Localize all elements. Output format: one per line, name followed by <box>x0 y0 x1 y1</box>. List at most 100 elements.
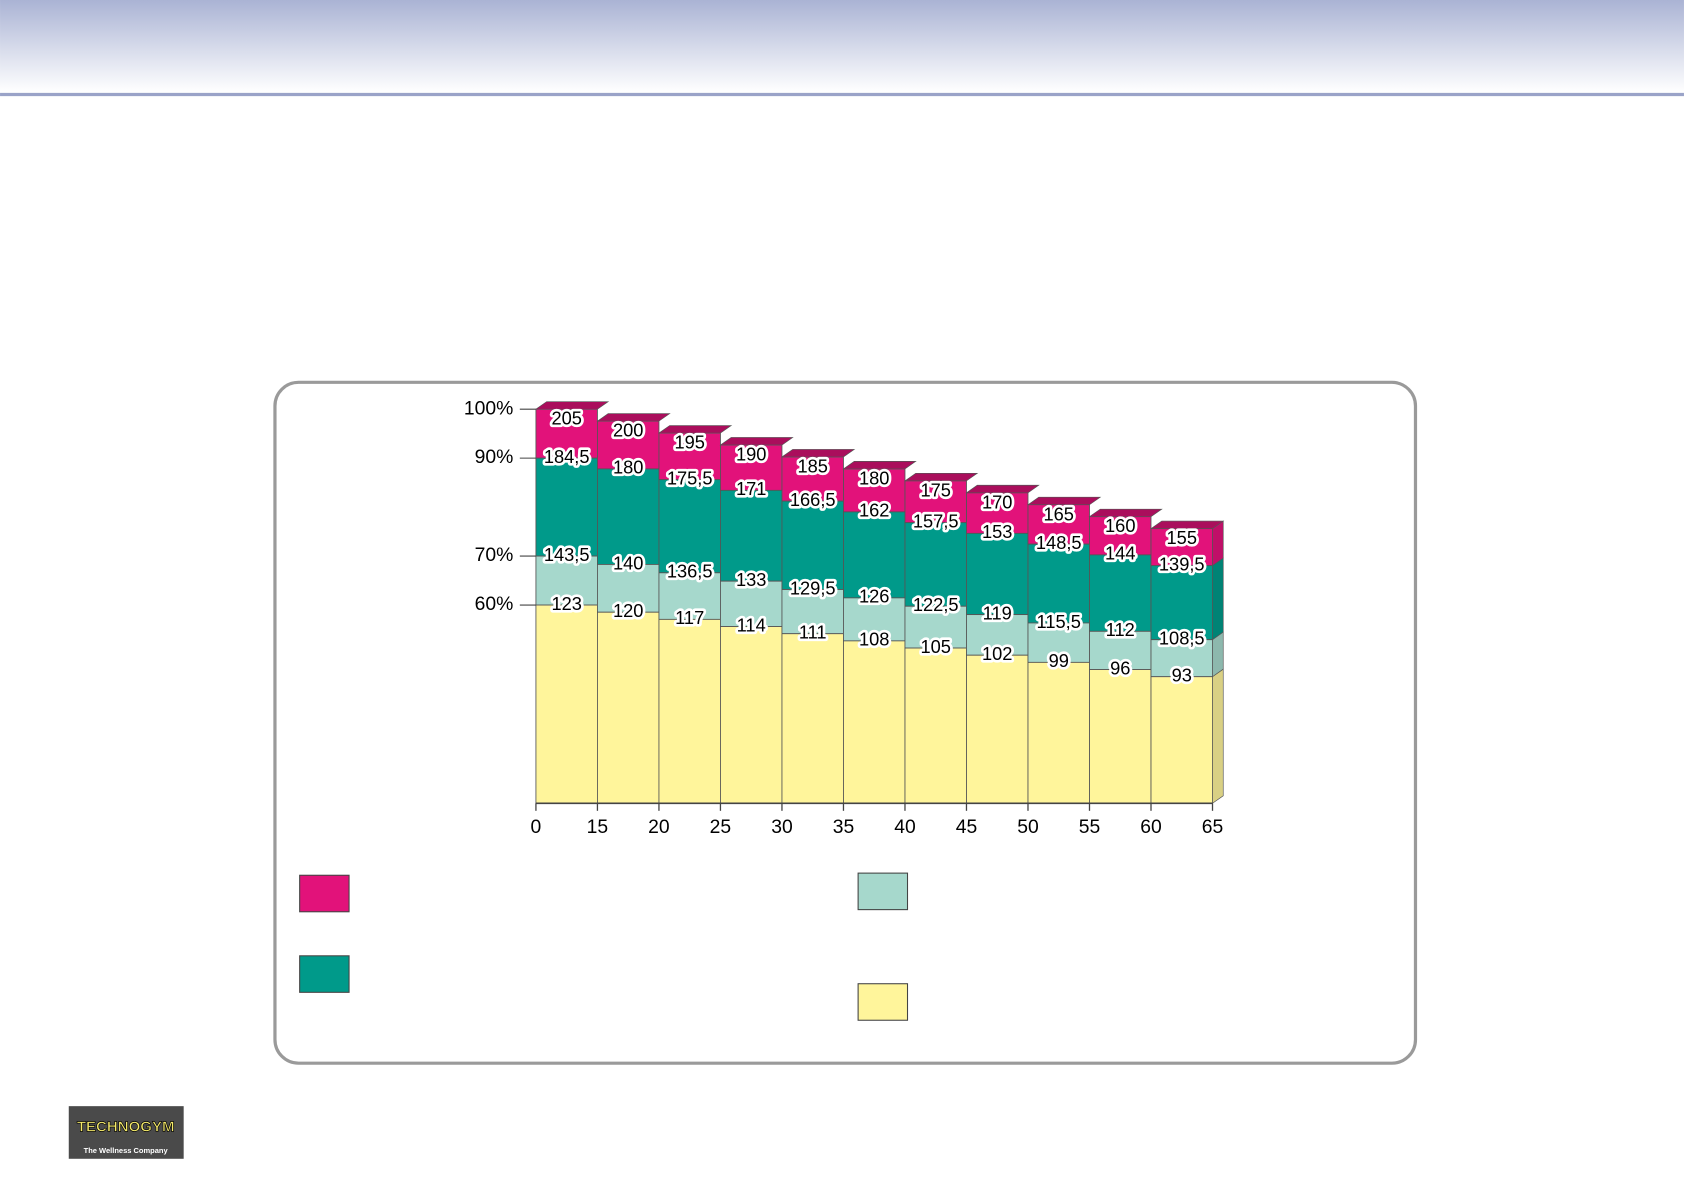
value-label: 180 <box>613 457 643 478</box>
value-label: 184,5 <box>544 446 590 467</box>
bar-top-face <box>1088 508 1163 517</box>
zone-bar <box>966 654 1029 804</box>
value-label: 96 <box>1110 657 1130 678</box>
bar-top-face <box>842 461 917 470</box>
y-tick-label: 90% <box>475 447 514 468</box>
x-tick-label: 30 <box>771 817 793 838</box>
zone-bar <box>597 611 660 804</box>
value-label: 143,5 <box>544 544 590 565</box>
legend-swatch <box>299 874 350 913</box>
value-label: 108 <box>859 629 889 650</box>
value-label: 144 <box>1105 543 1135 564</box>
zone-bar <box>843 597 906 642</box>
zone-bar <box>1089 516 1152 556</box>
value-label: 102 <box>982 643 1012 664</box>
value-label: 126 <box>859 586 889 607</box>
value-label: 157,5 <box>913 510 959 531</box>
legend-swatch <box>857 872 909 911</box>
logo-tagline: The Wellness Company <box>84 1146 169 1155</box>
zone-bar <box>1027 661 1090 804</box>
bar-top-face <box>965 484 1040 494</box>
value-label: 140 <box>613 552 643 573</box>
zone-bar <box>1027 622 1090 663</box>
x-tick-label: 25 <box>710 817 731 838</box>
value-label: 205 <box>551 408 581 429</box>
zone-bar <box>1150 565 1213 641</box>
zone-bar <box>1027 543 1090 624</box>
logo-box <box>68 1106 184 1159</box>
zone-bar <box>1089 554 1152 632</box>
bar-top-face <box>657 425 733 434</box>
value-label: 185 <box>797 456 827 477</box>
bar-top-face <box>903 472 979 482</box>
zone-bar <box>781 500 844 590</box>
zone-bar <box>1150 676 1213 804</box>
x-tick-label: 65 <box>1202 817 1224 838</box>
zone-bar <box>966 492 1029 534</box>
logo-name: TECHNOGYM <box>77 1119 175 1136</box>
value-label: 139,5 <box>1159 553 1205 574</box>
zone-bar <box>658 618 721 804</box>
zone-bar <box>720 489 783 582</box>
zone-bar <box>535 604 598 804</box>
value-label: 175,5 <box>667 467 713 488</box>
value-label: 155 <box>1167 527 1197 548</box>
bar-top-face <box>596 413 671 422</box>
zone-bar <box>658 479 721 574</box>
zone-bar <box>597 468 660 565</box>
value-label: 93 <box>1172 665 1192 686</box>
value-label: 108,5 <box>1159 628 1205 649</box>
x-tick-label: 15 <box>587 817 609 838</box>
x-tick-label: 0 <box>531 817 542 838</box>
x-tick-label: 35 <box>833 817 854 838</box>
bar-top-face <box>1026 496 1102 506</box>
value-label: 190 <box>736 444 766 465</box>
value-label: 123 <box>551 593 581 614</box>
zone-bar <box>843 468 906 513</box>
value-label: 117 <box>675 607 704 628</box>
value-label: 119 <box>983 602 1012 623</box>
value-label: 111 <box>799 622 827 643</box>
value-label: 105 <box>920 636 950 657</box>
bar-top-face <box>534 401 610 410</box>
value-label: 195 <box>674 432 704 453</box>
zone-bar <box>1027 504 1090 545</box>
zone-bar <box>904 522 967 607</box>
x-tick-label: 60 <box>1140 817 1162 838</box>
x-tick-label: 40 <box>894 817 916 838</box>
x-tick-label: 20 <box>648 817 670 838</box>
x-tick-label: 50 <box>1017 817 1039 838</box>
value-label: 112 <box>1106 619 1135 640</box>
y-tick-label: 60% <box>475 594 514 615</box>
zone-bar <box>904 647 967 804</box>
value-label: 153 <box>982 521 1012 542</box>
value-label: 129,5 <box>790 577 836 598</box>
bar-top-face <box>780 449 856 458</box>
zone-bar <box>843 640 906 804</box>
value-label: 99 <box>1049 650 1069 671</box>
zone-bar <box>781 633 844 804</box>
legend-swatch <box>857 983 909 1021</box>
zone-bar <box>1150 639 1213 678</box>
zone-bar <box>843 511 906 599</box>
value-label: 180 <box>859 467 889 488</box>
value-label: 122,5 <box>913 594 959 615</box>
zone-bar <box>1089 669 1152 804</box>
value-label: 166,5 <box>790 489 836 510</box>
zone-bar <box>781 589 844 635</box>
x-tick-label: 45 <box>956 817 977 838</box>
value-label: 160 <box>1105 515 1135 536</box>
value-label: 133 <box>736 569 766 590</box>
legend-swatch <box>299 955 350 993</box>
value-label: 171 <box>736 478 766 499</box>
zone-bar <box>535 457 598 557</box>
header-band <box>0 0 1684 93</box>
y-tick-label: 100% <box>464 398 513 419</box>
value-label: 120 <box>613 600 643 621</box>
zone-bar <box>966 532 1029 616</box>
y-tick-label: 70% <box>475 545 514 566</box>
bar-side-face <box>1212 668 1224 804</box>
value-label: 114 <box>737 614 766 635</box>
